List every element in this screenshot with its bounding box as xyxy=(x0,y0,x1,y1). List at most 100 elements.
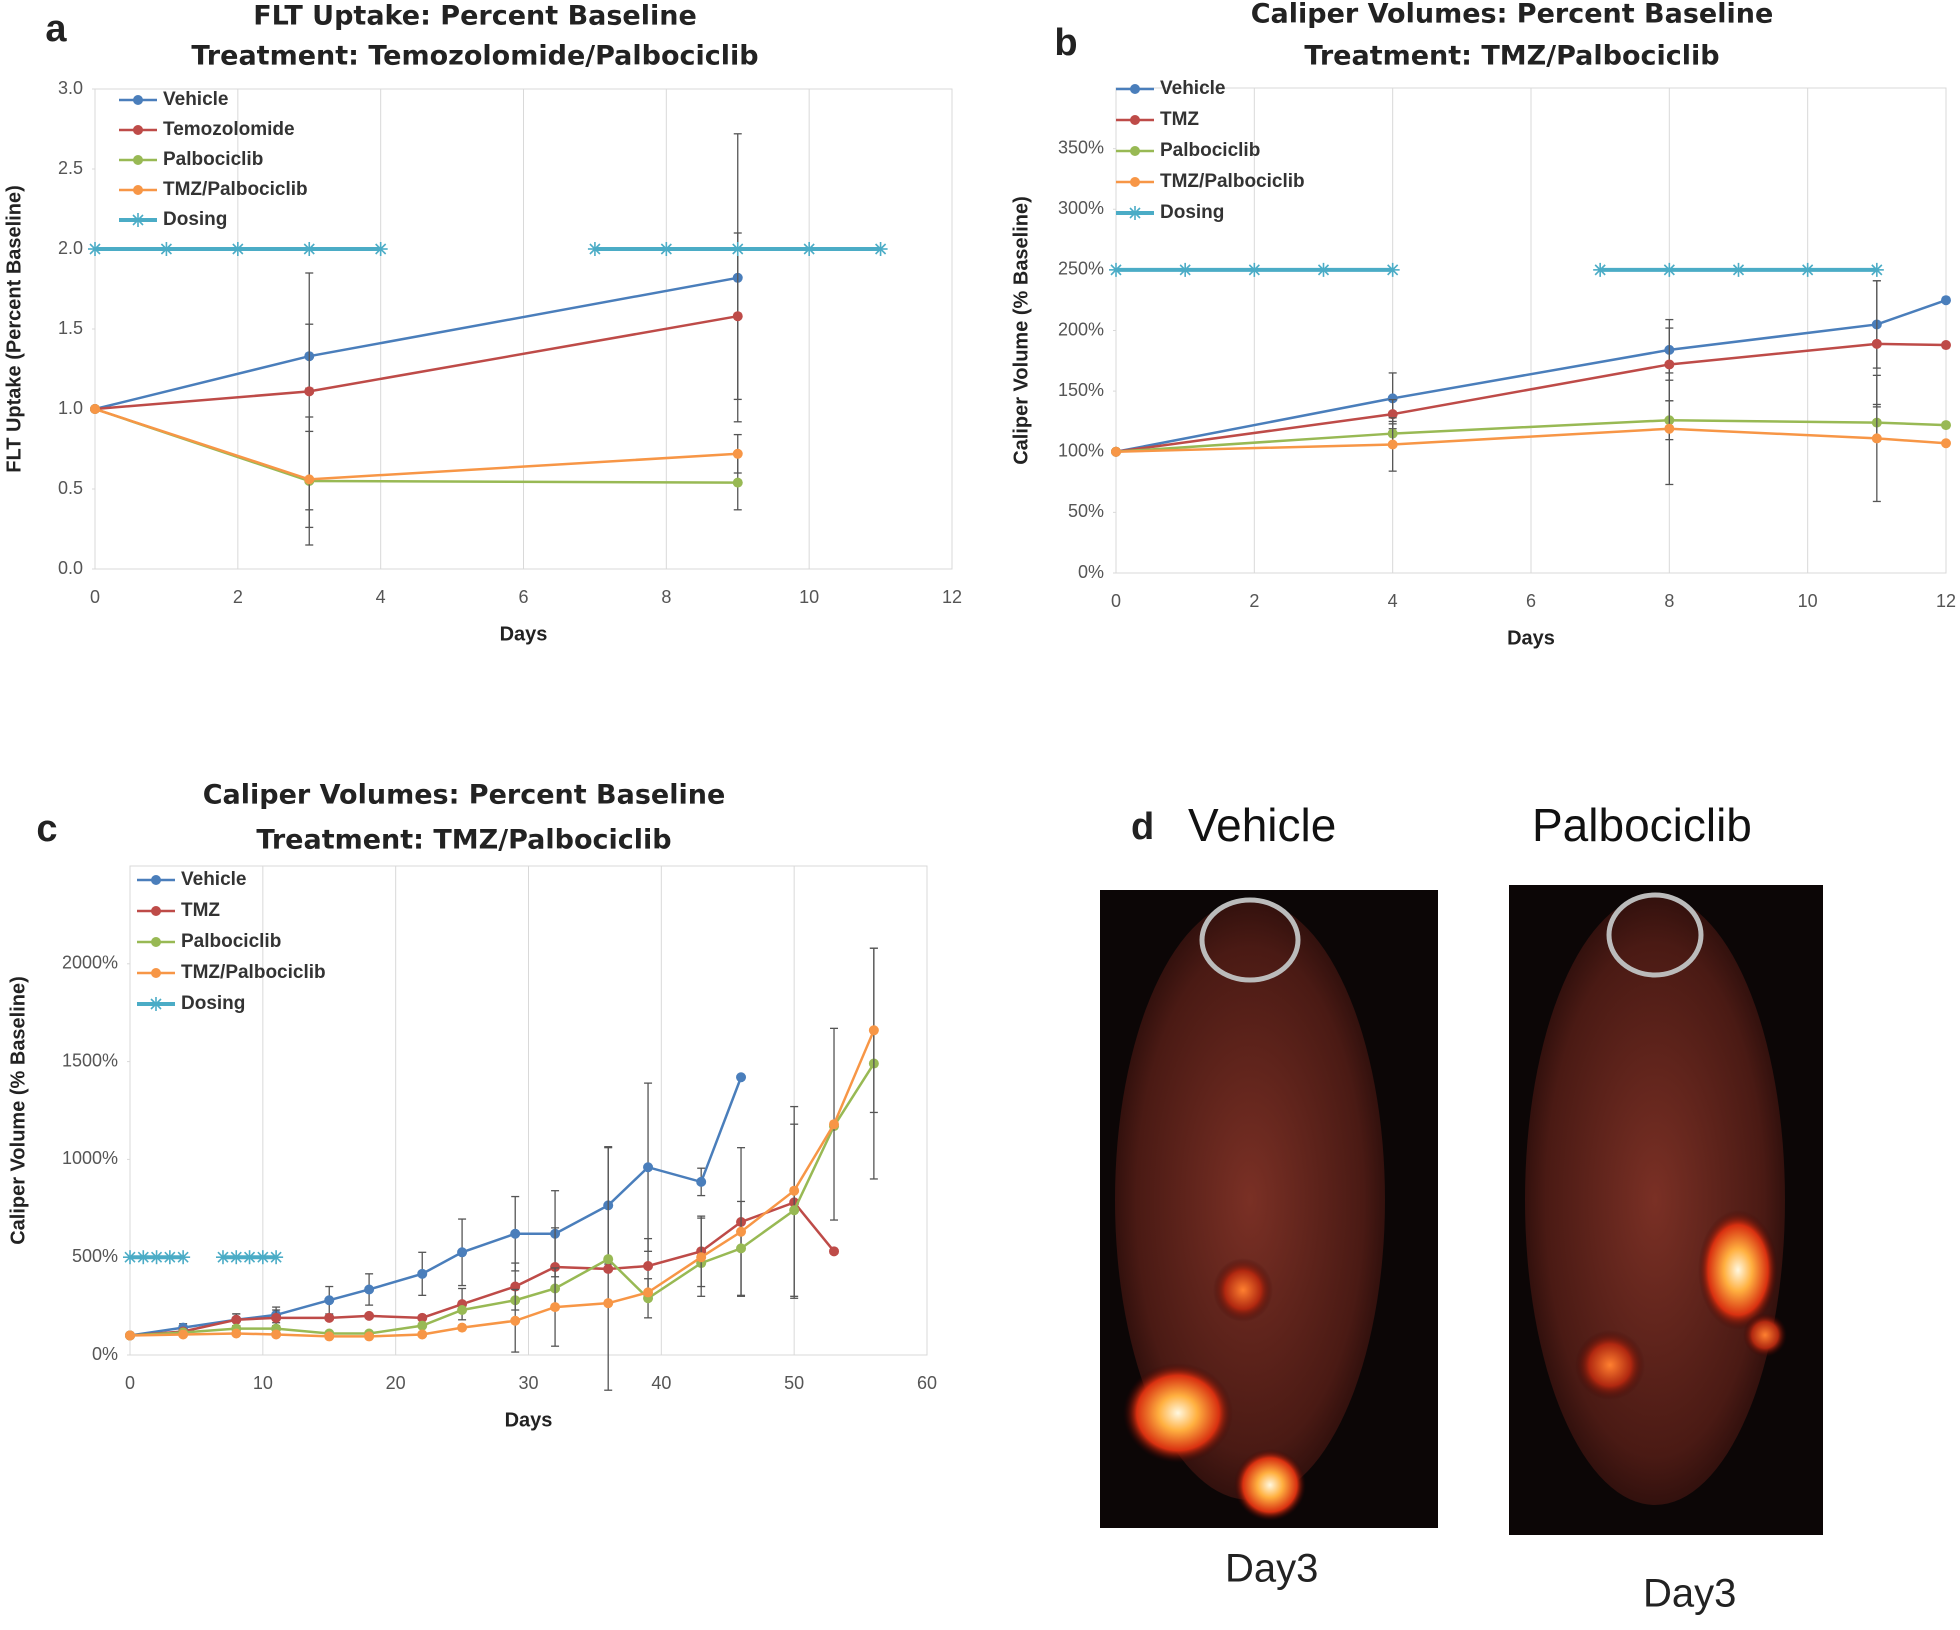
dosing-marker xyxy=(802,242,817,256)
dosing-marker xyxy=(587,242,602,256)
y-tick-label: 3.0 xyxy=(58,78,83,98)
legend-marker xyxy=(151,875,161,885)
data-point xyxy=(603,1263,614,1274)
y-tick-label: 100% xyxy=(1058,441,1104,461)
chart-subtitle: Treatment: TMZ/Palbociclib xyxy=(256,825,671,856)
x-tick-label: 60 xyxy=(917,1373,937,1393)
legend-label: Vehicle xyxy=(1160,78,1226,99)
series-line xyxy=(94,407,738,481)
x-tick-label: 0 xyxy=(1111,591,1121,611)
y-tick-label: 0.0 xyxy=(58,558,83,578)
x-tick-label: 2 xyxy=(233,587,243,607)
dosing-marker xyxy=(159,242,174,256)
chart-title: FLT Uptake: Percent Baseline xyxy=(253,1,697,32)
data-point xyxy=(603,1298,614,1309)
dosing-marker xyxy=(176,1250,191,1265)
dosing-marker xyxy=(88,242,102,256)
data-point xyxy=(732,448,743,459)
x-tick-label: 40 xyxy=(651,1373,671,1393)
data-point xyxy=(550,1302,561,1313)
data-point xyxy=(457,1305,468,1316)
data-point xyxy=(178,1329,189,1340)
legend-label: Dosing xyxy=(181,993,245,1014)
dosing-marker xyxy=(659,242,674,256)
dosing-marker xyxy=(230,242,245,256)
dosing-marker xyxy=(136,1250,151,1265)
dosing-marker xyxy=(1316,262,1331,277)
panel-label: c xyxy=(36,808,57,850)
data-point xyxy=(1941,438,1951,449)
data-point xyxy=(510,1315,521,1326)
dosing-marker xyxy=(1385,262,1400,277)
y-tick-label: 2.5 xyxy=(58,158,83,178)
legend-marker xyxy=(149,997,163,1011)
scan-hotspot xyxy=(1698,1210,1778,1330)
x-axis-title: Days xyxy=(1507,627,1555,649)
panel-label: d xyxy=(1131,806,1154,848)
x-tick-label: 6 xyxy=(1526,591,1536,611)
legend-marker xyxy=(151,937,161,947)
data-point xyxy=(271,1312,282,1323)
dosing-marker xyxy=(1109,262,1123,277)
data-point xyxy=(324,1331,335,1342)
data-point xyxy=(510,1228,521,1239)
legend-marker xyxy=(133,95,143,105)
chart-subtitle: Treatment: TMZ/Palbociclib xyxy=(1304,41,1719,72)
y-axis-title: Caliper Volume (% Baseline) xyxy=(1010,196,1032,465)
panel-d: d Vehicle Palbociclib Day3 Day3 xyxy=(1100,799,1823,1616)
x-axis-title: Days xyxy=(500,623,548,645)
y-tick-label: 200% xyxy=(1058,319,1104,339)
panel-label: a xyxy=(45,8,67,50)
chart: b Caliper Volumes: Percent Baseline Treatm… xyxy=(1010,0,1956,649)
y-axis-title: Caliper Volume (% Baseline) xyxy=(7,976,29,1245)
data-point xyxy=(829,1246,840,1257)
data-point xyxy=(643,1162,654,1173)
y-tick-label: 1.0 xyxy=(58,398,83,418)
scan-hotspot xyxy=(1123,1363,1233,1463)
x-tick-label: 20 xyxy=(386,1373,406,1393)
x-tick-label: 30 xyxy=(518,1373,538,1393)
y-tick-label: 2.0 xyxy=(58,238,83,258)
x-tick-label: 0 xyxy=(125,1373,135,1393)
dosing-marker xyxy=(873,242,888,256)
x-tick-label: 8 xyxy=(661,587,671,607)
data-point xyxy=(364,1331,375,1342)
data-point xyxy=(1941,420,1951,431)
caption: Day3 xyxy=(1225,1547,1318,1591)
x-tick-label: 0 xyxy=(90,587,100,607)
legend-label: TMZ xyxy=(1160,109,1199,130)
data-point xyxy=(1387,393,1398,404)
x-tick-label: 2 xyxy=(1249,591,1259,611)
data-point xyxy=(1664,423,1675,434)
data-point xyxy=(643,1261,654,1272)
dosing-marker xyxy=(1800,262,1815,277)
chart: c Caliper Volumes: Percent Baseline Treatm… xyxy=(7,780,937,1432)
y-axis-title: FLT Uptake (Percent Baseline) xyxy=(3,185,25,472)
legend-label: Dosing xyxy=(163,209,227,230)
legend-marker xyxy=(133,185,143,195)
legend-marker xyxy=(151,968,161,978)
dosing-marker xyxy=(269,1250,284,1265)
legend-marker xyxy=(1128,206,1142,220)
data-point xyxy=(789,1205,800,1216)
x-tick-label: 50 xyxy=(784,1373,804,1393)
dosing-marker xyxy=(1247,262,1262,277)
dosing-marker xyxy=(242,1250,257,1265)
data-point xyxy=(696,1176,707,1187)
data-point xyxy=(271,1329,282,1340)
data-point xyxy=(1664,359,1675,370)
dosing-marker xyxy=(229,1250,244,1265)
x-tick-label: 10 xyxy=(1798,591,1818,611)
data-point xyxy=(732,477,743,488)
data-point xyxy=(696,1252,707,1263)
x-tick-label: 12 xyxy=(942,587,962,607)
y-tick-label: 300% xyxy=(1058,198,1104,218)
legend-label: Palbociclib xyxy=(163,149,263,170)
scan-body xyxy=(1525,895,1785,1505)
data-point xyxy=(1387,439,1398,450)
dosing-marker xyxy=(123,1250,137,1265)
scan-skull xyxy=(1199,897,1301,983)
series-line xyxy=(129,1200,835,1337)
scan-hotspot xyxy=(1234,1449,1306,1521)
x-tick-label: 10 xyxy=(799,587,819,607)
